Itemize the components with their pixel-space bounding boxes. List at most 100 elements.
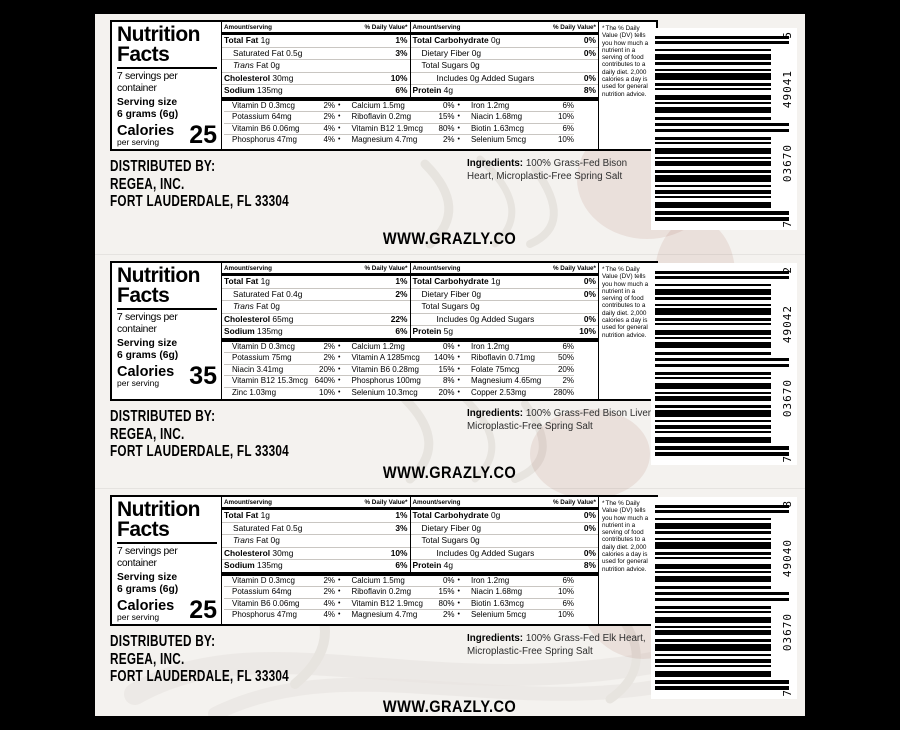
barcode-bar [655,107,771,113]
barcode-digit-check: 2 [781,266,794,274]
upc-barcode: 5 49041 03670 7 [651,28,797,230]
barcode-bar [655,680,789,684]
micronutrient-pair: Phosphorus 47mg 4% [224,135,335,145]
micronutrient-name: Riboflavin 0.2mg [351,112,412,122]
barcode-bar [655,372,771,375]
barcode-bar [655,337,771,339]
micronutrient-daily-value: 2% [323,112,336,122]
micronutrient-name: Vitamin B12 1.9mcg [351,598,423,608]
nutrient-name: Total Carbohydrate 0g [412,35,501,45]
bullet-separator: • [457,377,460,385]
micronutrient-name: Vitamin B6 0.06mg [232,598,300,608]
micronutrient-pair: Zinc 1.03mg 10% [224,388,335,398]
amount-serving-header: Amount/serving [224,24,272,31]
daily-value: 6% [395,85,408,96]
micronutrient-daily-value: 10% [319,387,336,397]
thick-rule [222,273,410,276]
micronutrient-name: Niacin 1.68mg [470,112,523,122]
micronutrient-name: Magnesium 4.7mg [351,610,418,620]
barcode-bar [655,289,771,295]
barcode-digit-right-group: 49041 [781,70,794,109]
micronutrient-name: Calcium 1.2mg [351,341,405,351]
footnote-marker: * [602,500,605,507]
barcode-digit-check: 5 [781,31,794,39]
nutrient-row: Trans Fat 0g [222,534,410,547]
nutrient-name: Dietary Fiber 0g [421,47,482,58]
nutrient-row: Total Sugars 0g [410,59,598,72]
micronutrient-row: Potassium 64mg 2% • Riboflavin 0.2mg 15% • Nia… [224,586,574,597]
distributor-line-text: FORT LAUDERDALE, FL 33304 [110,668,289,685]
nutrient-name-bold: Protein [412,85,442,96]
micronutrient-daily-value: 6% [562,341,574,351]
micronutrient-pair: Selenium 5mcg 10% [463,610,574,620]
barcode-bar [655,142,771,144]
micronutrient-name: Phosphorus 100mg [351,376,421,386]
barcode-digit-lead: 7 [781,220,794,228]
ingredients-label: Ingredients: [467,633,524,644]
micronutrient-daily-value: 4% [323,123,336,133]
barcode-bar [655,129,789,132]
panel-identity-column: Nutrition Facts 7 servings per container… [112,497,222,624]
micronutrient-pair: Calcium 1.5mg 0% [343,101,454,111]
nutrient-name: Sodium 135mg [224,85,283,96]
micronutrient-name: Iron 1.2mg [470,100,510,110]
micronutrient-pair: Vitamin B12 15.3mcg 640% [224,376,335,386]
barcode-bar [655,161,771,166]
column-header: Amount/serving % Daily Value* [222,263,410,273]
micronutrient-pair: Calcium 1.5mg 0% [343,576,454,586]
distributor-line-text: REGEA, INC. [110,175,185,193]
daily-value: 1% [395,510,408,520]
nutrient-name-bold: Sodium [224,560,255,571]
label-footer: DISTRIBUTED BY: REGEA, INC. FORT LAUDERDAL… [110,158,655,211]
nutrient-row: Protein 4g 8% [410,559,598,572]
nutrient-name: Protein 5g [412,326,454,337]
nutrient-row: Total Fat 1g 1% [222,510,410,522]
column-header: Amount/serving % Daily Value* [411,497,599,507]
bullet-separator: • [338,388,341,396]
nutrient-name-bold: Total Fat [224,510,259,520]
micronutrient-pair: Magnesium 4.7mg 2% [343,135,454,145]
barcode-bar [655,571,771,573]
daily-value: 22% [390,313,408,324]
nutrient-name: Total Carbohydrate 1g [412,276,501,286]
micronutrient-daily-value: 2% [323,587,336,597]
distributor-address: DISTRIBUTED BY: REGEA, INC. FORT LAUDERDAL… [110,158,345,211]
barcode-bar [655,377,771,379]
distributor-address: DISTRIBUTED BY: REGEA, INC. FORT LAUDERDAL… [110,633,345,686]
barcode-bar [655,505,789,508]
label-footer: DISTRIBUTED BY: REGEA, INC. FORT LAUDERDAL… [110,408,655,461]
daily-value: 0% [583,276,596,286]
nutrient-column-left: Amount/serving % Daily Value* Total Fat … [222,263,411,338]
daily-value-header: % Daily Value* [364,265,408,272]
daily-value-footnote: *The % Daily Value (DV) tells you how mu… [598,22,656,149]
barcode-bar [655,405,771,408]
label-footer: DISTRIBUTED BY: REGEA, INC. FORT LAUDERDAL… [110,633,655,686]
barcode-bar [655,175,771,182]
nutrient-name-bold: Cholesterol [224,72,271,83]
daily-value: 0% [583,35,596,45]
micronutrient-daily-value: 140% [434,353,455,363]
nutrient-name: Saturated Fat 0.4g [233,288,303,299]
micronutrient-pair: Phosphorus 47mg 4% [224,610,335,620]
nutrient-row: Includes 0g Added Sugars 0% [410,546,598,560]
distributor-line: FORT LAUDERDALE, FL 33304 [110,443,345,461]
footnote-text: The % Daily Value (DV) tells you how muc… [602,25,649,98]
nutrient-name: Includes 0g Added Sugars [436,313,535,324]
bullet-separator: • [338,342,341,350]
barcode-digit-check: 8 [781,500,794,508]
calories-label: Calories [117,123,175,139]
barcode-bar [655,88,771,90]
distributor-line: DISTRIBUTED BY: [110,158,345,176]
barcode-bars [655,271,797,456]
bullet-separator: • [457,388,460,396]
micronutrient-name: Vitamin D 0.3mcg [232,100,295,110]
distributor-line: FORT LAUDERDALE, FL 33304 [110,193,345,211]
nutrient-row: Saturated Fat 0.5g 3% [222,46,410,60]
micronutrient-grid: Vitamin D 0.3mcg 2% • Calcium 1.5mg 0% • Iron … [222,101,598,147]
thick-rule [222,507,410,510]
barcode-bar [655,304,771,306]
panel-nutrient-columns: Amount/serving % Daily Value* Total Fat … [222,263,598,399]
micronutrient-pair: Phosphorus 100mg 8% [343,376,454,386]
bullet-separator: • [457,136,460,144]
calories-row: Calories per serving 25 [117,598,217,623]
